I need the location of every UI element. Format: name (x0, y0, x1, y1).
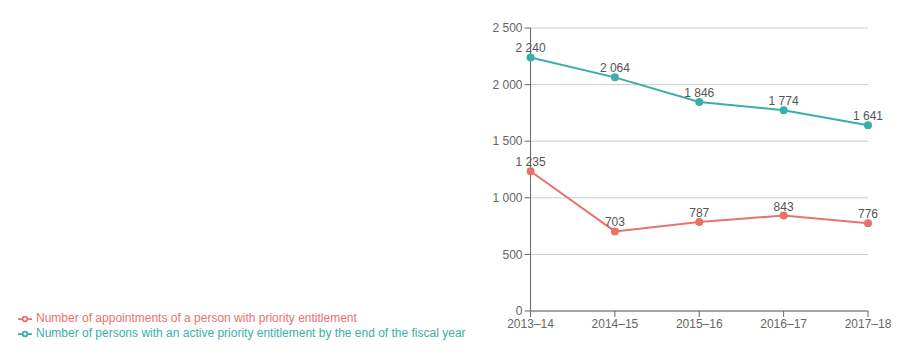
svg-text:2017–18: 2017–18 (845, 317, 892, 331)
svg-text:1 235: 1 235 (516, 155, 546, 169)
svg-text:1 846: 1 846 (684, 86, 714, 100)
svg-text:2 000: 2 000 (493, 78, 523, 92)
svg-text:2013–14: 2013–14 (507, 317, 554, 331)
svg-text:703: 703 (605, 215, 625, 229)
svg-text:787: 787 (689, 206, 709, 220)
svg-text:2016–17: 2016–17 (760, 317, 807, 331)
svg-text:0: 0 (516, 304, 523, 318)
svg-text:776: 776 (858, 207, 878, 221)
svg-text:1 000: 1 000 (493, 191, 523, 205)
svg-text:500: 500 (503, 248, 523, 262)
svg-text:2 240: 2 240 (516, 41, 546, 55)
svg-text:1 774: 1 774 (769, 94, 799, 108)
svg-text:2015–16: 2015–16 (676, 317, 723, 331)
svg-text:2014–15: 2014–15 (592, 317, 639, 331)
html-text:Number of persons with an acti: Number of persons with an active priorit… (36, 326, 466, 341)
svg-text:2 500: 2 500 (493, 21, 523, 35)
svg-text:1 641: 1 641 (853, 109, 883, 123)
svg-text:1 500: 1 500 (493, 134, 523, 148)
svg-text:843: 843 (774, 200, 794, 214)
html-text:Number of appointments of a pe: Number of appointments of a person with … (36, 311, 357, 326)
svg-text:2 064: 2 064 (600, 61, 630, 75)
